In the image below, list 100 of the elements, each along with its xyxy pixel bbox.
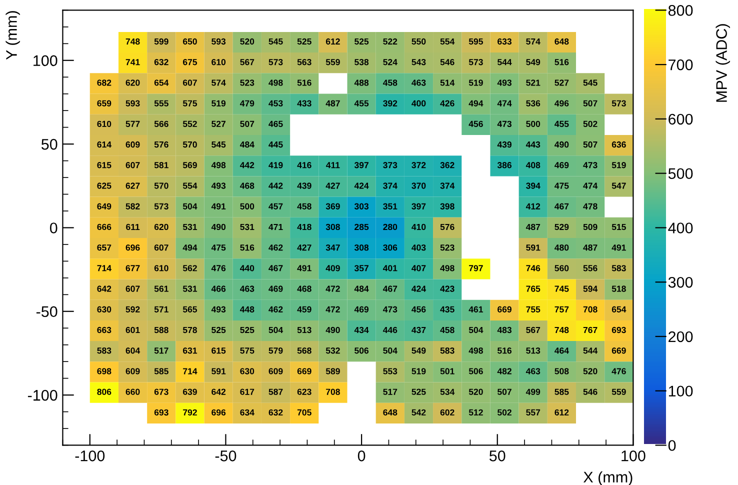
- data-label: 576: [440, 224, 454, 230]
- data-label: 627: [126, 182, 140, 189]
- data-label: 531: [182, 286, 198, 292]
- data-label: 657: [97, 244, 112, 251]
- data-label: 669: [612, 347, 626, 354]
- data-label: 507: [240, 120, 254, 128]
- data-label: 560: [554, 265, 569, 272]
- data-label: 531: [240, 224, 254, 230]
- data-label: 607: [126, 286, 140, 292]
- data-label: 602: [440, 409, 454, 416]
- data-label: 482: [497, 368, 512, 374]
- data-label: 542: [412, 409, 426, 416]
- data-label: 714: [97, 265, 112, 272]
- data-label: 554: [440, 38, 455, 45]
- data-label: 398: [440, 203, 454, 210]
- data-label: 370: [412, 182, 426, 189]
- data-label: 529: [554, 224, 569, 230]
- data-label: 401: [382, 265, 398, 272]
- data-label: 520: [468, 388, 483, 395]
- data-label: 806: [97, 388, 112, 395]
- data-label: 599: [154, 38, 168, 45]
- data-label: 617: [240, 388, 254, 395]
- data-label: 714: [183, 368, 198, 374]
- data-label: 625: [97, 182, 112, 189]
- data-label: 517: [383, 388, 398, 395]
- data-label: 479: [240, 100, 254, 106]
- data-label: 408: [526, 162, 540, 168]
- data-label: 458: [440, 326, 454, 334]
- x-tick-label: 0: [358, 450, 366, 462]
- data-label: 498: [440, 265, 454, 272]
- data-label: 648: [554, 38, 569, 45]
- x-tick-label: 50: [489, 450, 506, 462]
- data-label: 612: [326, 38, 340, 45]
- data-label: 456: [468, 120, 483, 128]
- data-label: 427: [326, 182, 340, 189]
- data-label: 494: [182, 244, 198, 251]
- data-label: 516: [554, 58, 569, 66]
- data-label: 412: [526, 203, 540, 210]
- data-label: 473: [382, 306, 398, 312]
- data-label: 698: [97, 368, 112, 374]
- data-label: 490: [211, 224, 226, 230]
- data-label: 504: [383, 347, 398, 354]
- data-label: 519: [612, 162, 626, 168]
- data-label: 445: [268, 142, 283, 148]
- data-label: 514: [440, 80, 455, 86]
- data-label: 373: [383, 162, 398, 168]
- data-label: 748: [126, 38, 140, 45]
- data-label: 545: [268, 38, 283, 45]
- data-label: 519: [212, 100, 226, 106]
- data-label: 573: [268, 58, 283, 66]
- data-label: 755: [526, 306, 540, 312]
- x-tick-label: 100: [622, 450, 646, 462]
- data-label: 593: [126, 100, 140, 106]
- data-label: 650: [182, 38, 197, 45]
- data-label: 765: [526, 286, 540, 292]
- data-label: 502: [583, 120, 598, 128]
- data-label: 534: [440, 388, 455, 395]
- data-label: 471: [268, 224, 283, 230]
- data-label: 705: [297, 409, 312, 416]
- data-label: 663: [97, 326, 112, 334]
- data-label: 543: [412, 58, 426, 66]
- data-label: 491: [211, 203, 226, 210]
- data-label: 488: [354, 80, 369, 86]
- data-label: 708: [326, 388, 340, 395]
- data-label: 462: [268, 306, 283, 312]
- data-label: 386: [497, 162, 512, 168]
- data-label: 648: [383, 409, 398, 416]
- data-label: 615: [97, 162, 112, 168]
- y-tick-label: -100: [28, 390, 58, 401]
- data-label: 792: [183, 409, 197, 416]
- data-label: 476: [211, 265, 226, 272]
- data-label: 620: [126, 80, 140, 86]
- x-tick-label: -50: [215, 450, 236, 462]
- data-label: 303: [354, 203, 369, 210]
- data-label: 559: [326, 58, 340, 66]
- data-label: 500: [240, 203, 254, 210]
- data-label: 642: [212, 388, 226, 395]
- data-label: 308: [326, 224, 340, 230]
- data-label: 362: [440, 162, 454, 168]
- data-label: 636: [612, 141, 626, 148]
- data-label: 568: [297, 347, 312, 354]
- data-label: 682: [97, 80, 112, 86]
- data-label: 502: [497, 409, 512, 416]
- data-label: 567: [240, 58, 254, 66]
- data-label: 610: [212, 58, 226, 66]
- data-label: 442: [268, 182, 283, 189]
- data-label: 583: [440, 347, 454, 354]
- data-label: 575: [240, 348, 254, 354]
- data-label: 666: [97, 224, 112, 230]
- data-label: 525: [354, 38, 369, 45]
- data-label: 519: [412, 368, 426, 374]
- data-label: 610: [154, 265, 168, 272]
- data-label: 525: [412, 388, 426, 395]
- data-label: 570: [154, 182, 168, 189]
- data-label: 591: [526, 244, 540, 251]
- data-label: 587: [268, 388, 283, 395]
- data-label: 585: [554, 388, 569, 395]
- data-label: 306: [383, 244, 398, 251]
- data-label: 467: [554, 203, 569, 210]
- data-label: 407: [412, 265, 426, 272]
